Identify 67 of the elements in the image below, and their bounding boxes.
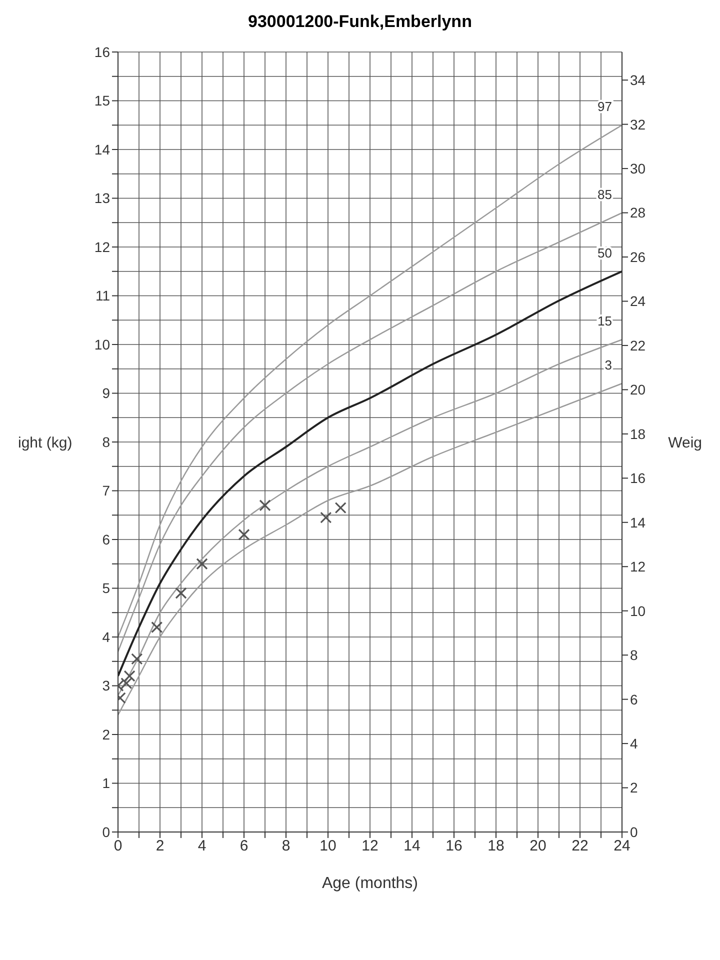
y-tick-label: 1 [102, 775, 110, 792]
y-tick-label: 5 [102, 580, 110, 596]
x-tick-label: 12 [362, 838, 378, 855]
line-series [118, 212, 622, 652]
y-tick-label: 12 [94, 238, 110, 255]
point [334, 502, 346, 514]
point [175, 587, 187, 599]
line-series [118, 124, 622, 638]
y-tick-label: 9 [102, 385, 110, 402]
y-axis-title: ight (kg) [18, 434, 72, 452]
x-tick-label: 20 [530, 838, 546, 855]
x-tick-label: 6 [240, 838, 248, 855]
y2-axis-title: Weig [668, 434, 702, 452]
point [120, 678, 132, 690]
y-tick-label: 15 [94, 92, 110, 109]
y2-tick-label: 0 [630, 824, 638, 840]
line-series [118, 382, 622, 716]
y2-tick-label: 14 [630, 514, 646, 530]
y2-tick-label: 32 [630, 116, 646, 132]
y2-tick-label: 26 [630, 248, 646, 265]
y2-tick-label: 10 [630, 602, 646, 619]
y-tick-label: 6 [102, 531, 110, 548]
x-tick-label: 24 [614, 838, 630, 855]
y2-tick-label: 16 [630, 470, 646, 486]
line-series [118, 270, 622, 677]
y2-tick-label: 30 [630, 160, 646, 177]
point [131, 653, 143, 665]
x-axis-title: Age (months) [322, 875, 418, 892]
y2-tick-label: 20 [630, 382, 646, 398]
y-tick-label: 4 [102, 628, 110, 645]
y2-tick-label: 12 [630, 558, 646, 575]
y-tick-label: 14 [94, 141, 110, 158]
y-tick-label: 13 [94, 190, 110, 206]
y2-tick-label: 24 [630, 293, 646, 310]
y2-tick-label: 28 [630, 204, 646, 221]
point [320, 512, 332, 524]
point [259, 500, 271, 512]
x-tick-label: 16 [446, 838, 462, 855]
y-tick-label: 10 [94, 336, 110, 352]
y-tick-label: 3 [102, 678, 110, 694]
y2-tick-label: 18 [630, 426, 646, 442]
line-series [118, 338, 622, 696]
x-tick-label: 8 [282, 838, 290, 855]
y2-tick-label: 6 [630, 691, 638, 708]
x-tick-label: 0 [114, 838, 122, 855]
point [151, 621, 163, 634]
x-tick-label: 4 [198, 838, 206, 855]
x-tick-label: 22 [572, 838, 588, 855]
x-tick-label: 18 [488, 838, 504, 855]
point [124, 670, 136, 682]
y-tick-label: 16 [94, 44, 110, 60]
y-tick-label: 11 [95, 288, 110, 304]
y2-tick-label: 2 [630, 780, 638, 796]
y2-tick-label: 4 [630, 736, 638, 752]
y2-tick-label: 22 [630, 337, 646, 354]
point [238, 528, 250, 540]
y2-tick-label: 34 [630, 72, 646, 88]
point [196, 558, 208, 570]
y-tick-label: 0 [102, 824, 110, 840]
x-tick-label: 10 [320, 838, 336, 855]
x-tick-label: 14 [404, 838, 420, 855]
y-tick-label: 2 [102, 726, 110, 742]
y2-tick-label: 8 [630, 647, 638, 664]
y-tick-label: 8 [102, 434, 110, 450]
chart-title: 930001200-Funk,Emberlynn [247, 11, 473, 32]
x-tick-label: 2 [156, 838, 164, 855]
y-tick-label: 7 [102, 482, 110, 499]
